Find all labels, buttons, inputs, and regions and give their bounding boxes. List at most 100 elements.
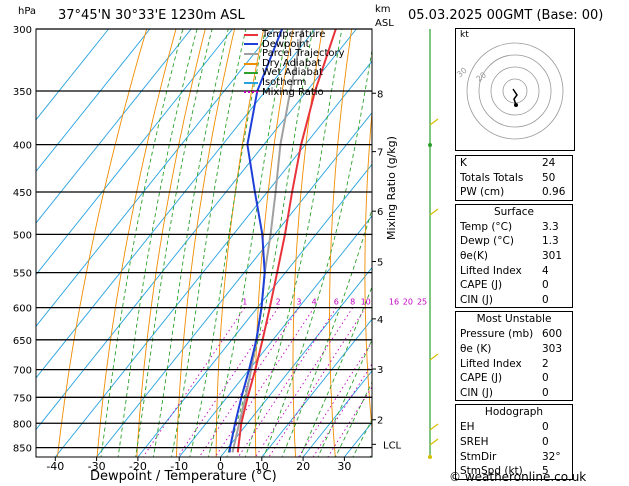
hodograph-table: Hodograph EH 0 SREH 0 StmDir 32° StmSpd (kt… xyxy=(455,404,573,480)
hodo-key: StmDir xyxy=(460,450,497,463)
surface-value: 3.3 xyxy=(542,220,559,233)
surface-key: θe(K) xyxy=(460,249,488,262)
hodograph-ring-label: 30 xyxy=(456,66,469,79)
pressure-tick-label: 800 xyxy=(13,419,32,430)
legend-swatch xyxy=(244,72,258,75)
dry-adiabat-line xyxy=(96,29,177,457)
dry-adiabat-line xyxy=(399,29,414,457)
wet-adiabat-line xyxy=(317,338,372,457)
dry-adiabat-line xyxy=(176,29,236,457)
wet-adiabat-line xyxy=(263,47,372,457)
hodo-key: EH xyxy=(460,421,475,434)
mixing-ratio-axis-label: Mixing Ratio (g/kg) xyxy=(385,136,398,240)
wind-barb xyxy=(429,438,439,446)
wind-barb xyxy=(429,423,439,431)
hodograph-ring xyxy=(466,42,564,140)
surface-value: 1.3 xyxy=(542,235,559,248)
index-row: K 24 xyxy=(456,156,572,171)
hodograph-storm-marker xyxy=(514,103,518,107)
mixing-ratio-line xyxy=(298,341,372,457)
dry-adiabat-line xyxy=(292,29,323,457)
surface-row: Dewp (°C) 1.3 xyxy=(456,234,572,249)
pressure-tick-label: 350 xyxy=(13,87,32,98)
legend-label: Dry Adiabat xyxy=(262,57,322,69)
legend-item: Parcel Trajectory xyxy=(244,49,345,59)
km-tick-label: 2 xyxy=(377,416,383,427)
indices-panel: K 24 Totals Totals 50 PW (cm) 0.96 Surface … xyxy=(455,155,573,483)
wet-adiabat-line xyxy=(299,285,372,457)
x-tick-label: 10 xyxy=(255,460,269,473)
surface-row: θe(K) 301 xyxy=(456,249,572,264)
hodo-value: 0 xyxy=(542,421,549,434)
mixing-ratio-line xyxy=(177,307,279,457)
wind-barb xyxy=(429,118,439,126)
legend-label: Isotherm xyxy=(262,76,307,88)
isotherm-line xyxy=(36,29,109,121)
km-tick-label: 7 xyxy=(377,148,383,159)
wet-adiabat-line xyxy=(281,207,372,457)
legend-swatch xyxy=(244,91,258,94)
hodograph-unit: kt xyxy=(460,30,469,40)
unstable-value: 2 xyxy=(542,357,549,370)
index-key: K xyxy=(460,157,467,169)
asl-unit-label: ASL xyxy=(375,18,394,29)
dry-adiabat-line xyxy=(615,29,629,457)
surface-key: Lifted Index xyxy=(460,264,522,277)
unstable-key: CIN (J) xyxy=(460,386,493,399)
hodo-row: EH 0 xyxy=(456,420,572,435)
mixing-ratio-label: 25 xyxy=(417,297,427,306)
hodo-key: SREH xyxy=(460,435,489,448)
hodo-value: 5 xyxy=(542,465,549,478)
pressure-tick-label: 550 xyxy=(13,269,32,280)
km-unit-label: km xyxy=(375,4,391,15)
surface-key: CIN (J) xyxy=(460,293,493,306)
hodograph-table-title: Hodograph xyxy=(484,406,544,419)
hodo-row: StmDir 32° xyxy=(456,450,572,465)
location-title: 37°45'N 30°33'E 1230m ASL xyxy=(58,8,245,23)
hodograph-panel: kt 203040 xyxy=(436,28,575,151)
surface-value: 4 xyxy=(542,264,549,277)
hodo-row: StmSpd (kt) 5 xyxy=(456,464,572,479)
wet-adiabat-line xyxy=(334,381,372,457)
wet-adiabat-line xyxy=(152,29,229,457)
mixing-ratio-label: 16 xyxy=(389,297,399,306)
surface-key: Temp (°C) xyxy=(460,220,513,233)
legend-swatch xyxy=(244,81,258,84)
hpa-unit-label: hPa xyxy=(18,6,36,17)
mixing-ratio-line xyxy=(198,307,300,457)
isotherm-line xyxy=(261,318,372,457)
credit-text: © weatheronline.co.uk xyxy=(449,470,587,484)
km-tick-label: 3 xyxy=(377,365,383,376)
index-value: 24 xyxy=(542,157,556,169)
isotherm-line xyxy=(54,60,372,457)
index-row: PW (cm) 0.96 xyxy=(456,185,572,200)
lcl-label: LCL xyxy=(383,440,402,451)
legend-item: Wet Adiabat xyxy=(244,68,345,78)
dry-adiabat-line xyxy=(586,29,629,457)
datetime-title: 05.03.2025 00GMT (Base: 00) xyxy=(408,8,604,23)
unstable-row: Pressure (mb) 600 xyxy=(456,327,572,342)
surface-value: 0 xyxy=(542,293,549,306)
x-tick-label: -40 xyxy=(46,460,64,473)
legend-item: Dry Adiabat xyxy=(244,57,345,69)
isotherm-line xyxy=(220,266,372,457)
surface-row: CAPE (J) 0 xyxy=(456,278,572,293)
surface-value: 0 xyxy=(542,279,549,292)
unstable-value: 0 xyxy=(542,372,549,385)
x-tick-label: 20 xyxy=(296,460,310,473)
isotherm-line xyxy=(36,29,275,327)
surface-key: Dewp (°C) xyxy=(460,235,514,248)
mixing-ratio-line xyxy=(327,385,372,457)
index-key: Totals Totals xyxy=(460,171,524,184)
hodo-value: 0 xyxy=(542,435,549,448)
mixing-ratio-line xyxy=(312,363,372,457)
hodo-key: StmSpd (kt) xyxy=(460,465,523,478)
surface-row: CIN (J) 0 xyxy=(456,293,572,308)
hodo-row: SREH 0 xyxy=(456,435,572,450)
hodograph-ring xyxy=(478,54,552,128)
index-value: 50 xyxy=(542,171,556,184)
mixing-ratio-line xyxy=(142,307,246,457)
isotherm-line xyxy=(36,29,151,173)
x-tick-label: 0 xyxy=(217,460,224,473)
km-tick-label: 8 xyxy=(377,89,383,100)
